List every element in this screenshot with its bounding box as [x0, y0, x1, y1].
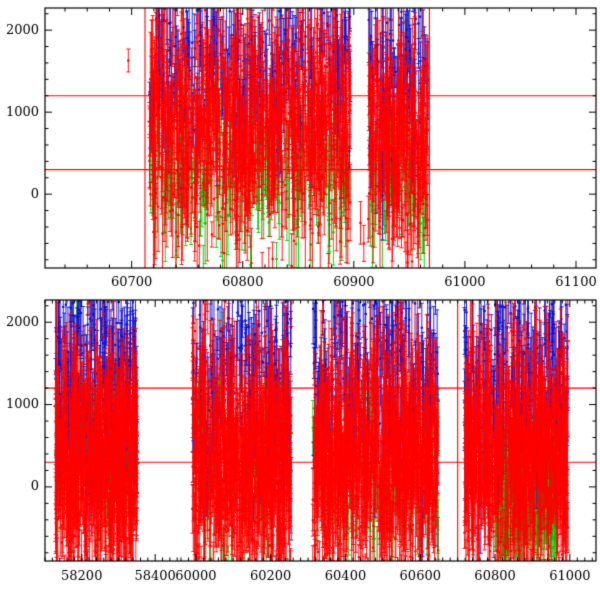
figure [0, 0, 600, 600]
light-curves-canvas [0, 0, 600, 600]
